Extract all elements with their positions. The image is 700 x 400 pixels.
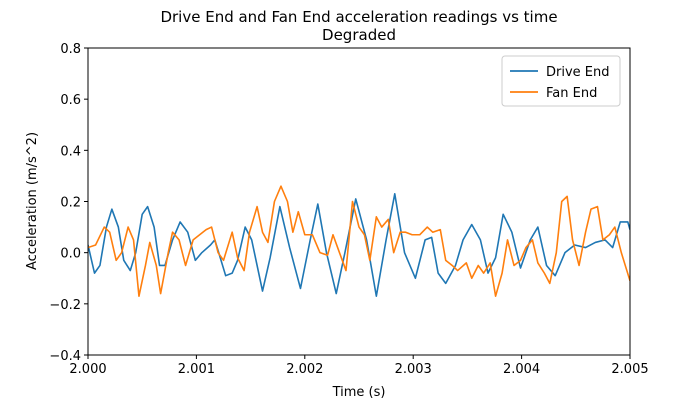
y-axis-label: Acceleration (m/s^2) xyxy=(25,132,40,270)
chart-subtitle: Degraded xyxy=(322,26,396,44)
x-tick-label: 2.005 xyxy=(611,362,648,377)
x-tick-label: 2.001 xyxy=(178,362,215,377)
y-tick-label: 0.2 xyxy=(60,196,81,211)
x-tick-label: 2.000 xyxy=(69,362,106,377)
y-tick-label: −0.4 xyxy=(49,349,81,364)
plot-frame xyxy=(87,47,631,356)
legend-box xyxy=(501,55,621,107)
y-tick-label: 0.8 xyxy=(60,42,81,57)
data-line xyxy=(88,193,630,297)
y-tick-label: 0.0 xyxy=(60,247,81,262)
legend-label: Drive End xyxy=(546,65,610,80)
y-tick-label: −0.2 xyxy=(49,298,81,313)
x-axis-label: Time (s) xyxy=(332,385,386,400)
chart-title: Drive End and Fan End acceleration readi… xyxy=(160,8,557,26)
data-line xyxy=(88,185,630,297)
y-tick-label: 0.4 xyxy=(60,144,81,159)
x-tick-label: 2.002 xyxy=(286,362,323,377)
legend-label: Fan End xyxy=(546,86,597,101)
x-tick-label: 2.003 xyxy=(395,362,432,377)
x-tick-label: 2.004 xyxy=(503,362,540,377)
y-tick-label: 0.6 xyxy=(60,93,81,108)
